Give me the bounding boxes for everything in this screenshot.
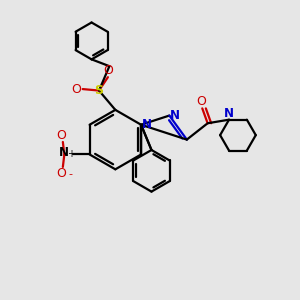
Text: O: O — [56, 129, 66, 142]
Text: +: + — [67, 149, 75, 160]
Text: N: N — [224, 106, 234, 120]
Text: N: N — [170, 109, 180, 122]
Text: O: O — [103, 64, 113, 77]
Text: O: O — [71, 82, 81, 96]
Text: N: N — [141, 118, 152, 131]
Text: N: N — [59, 146, 69, 159]
Text: S: S — [94, 84, 103, 97]
Text: O: O — [197, 95, 207, 108]
Text: O: O — [56, 167, 66, 180]
Text: -: - — [68, 169, 72, 179]
